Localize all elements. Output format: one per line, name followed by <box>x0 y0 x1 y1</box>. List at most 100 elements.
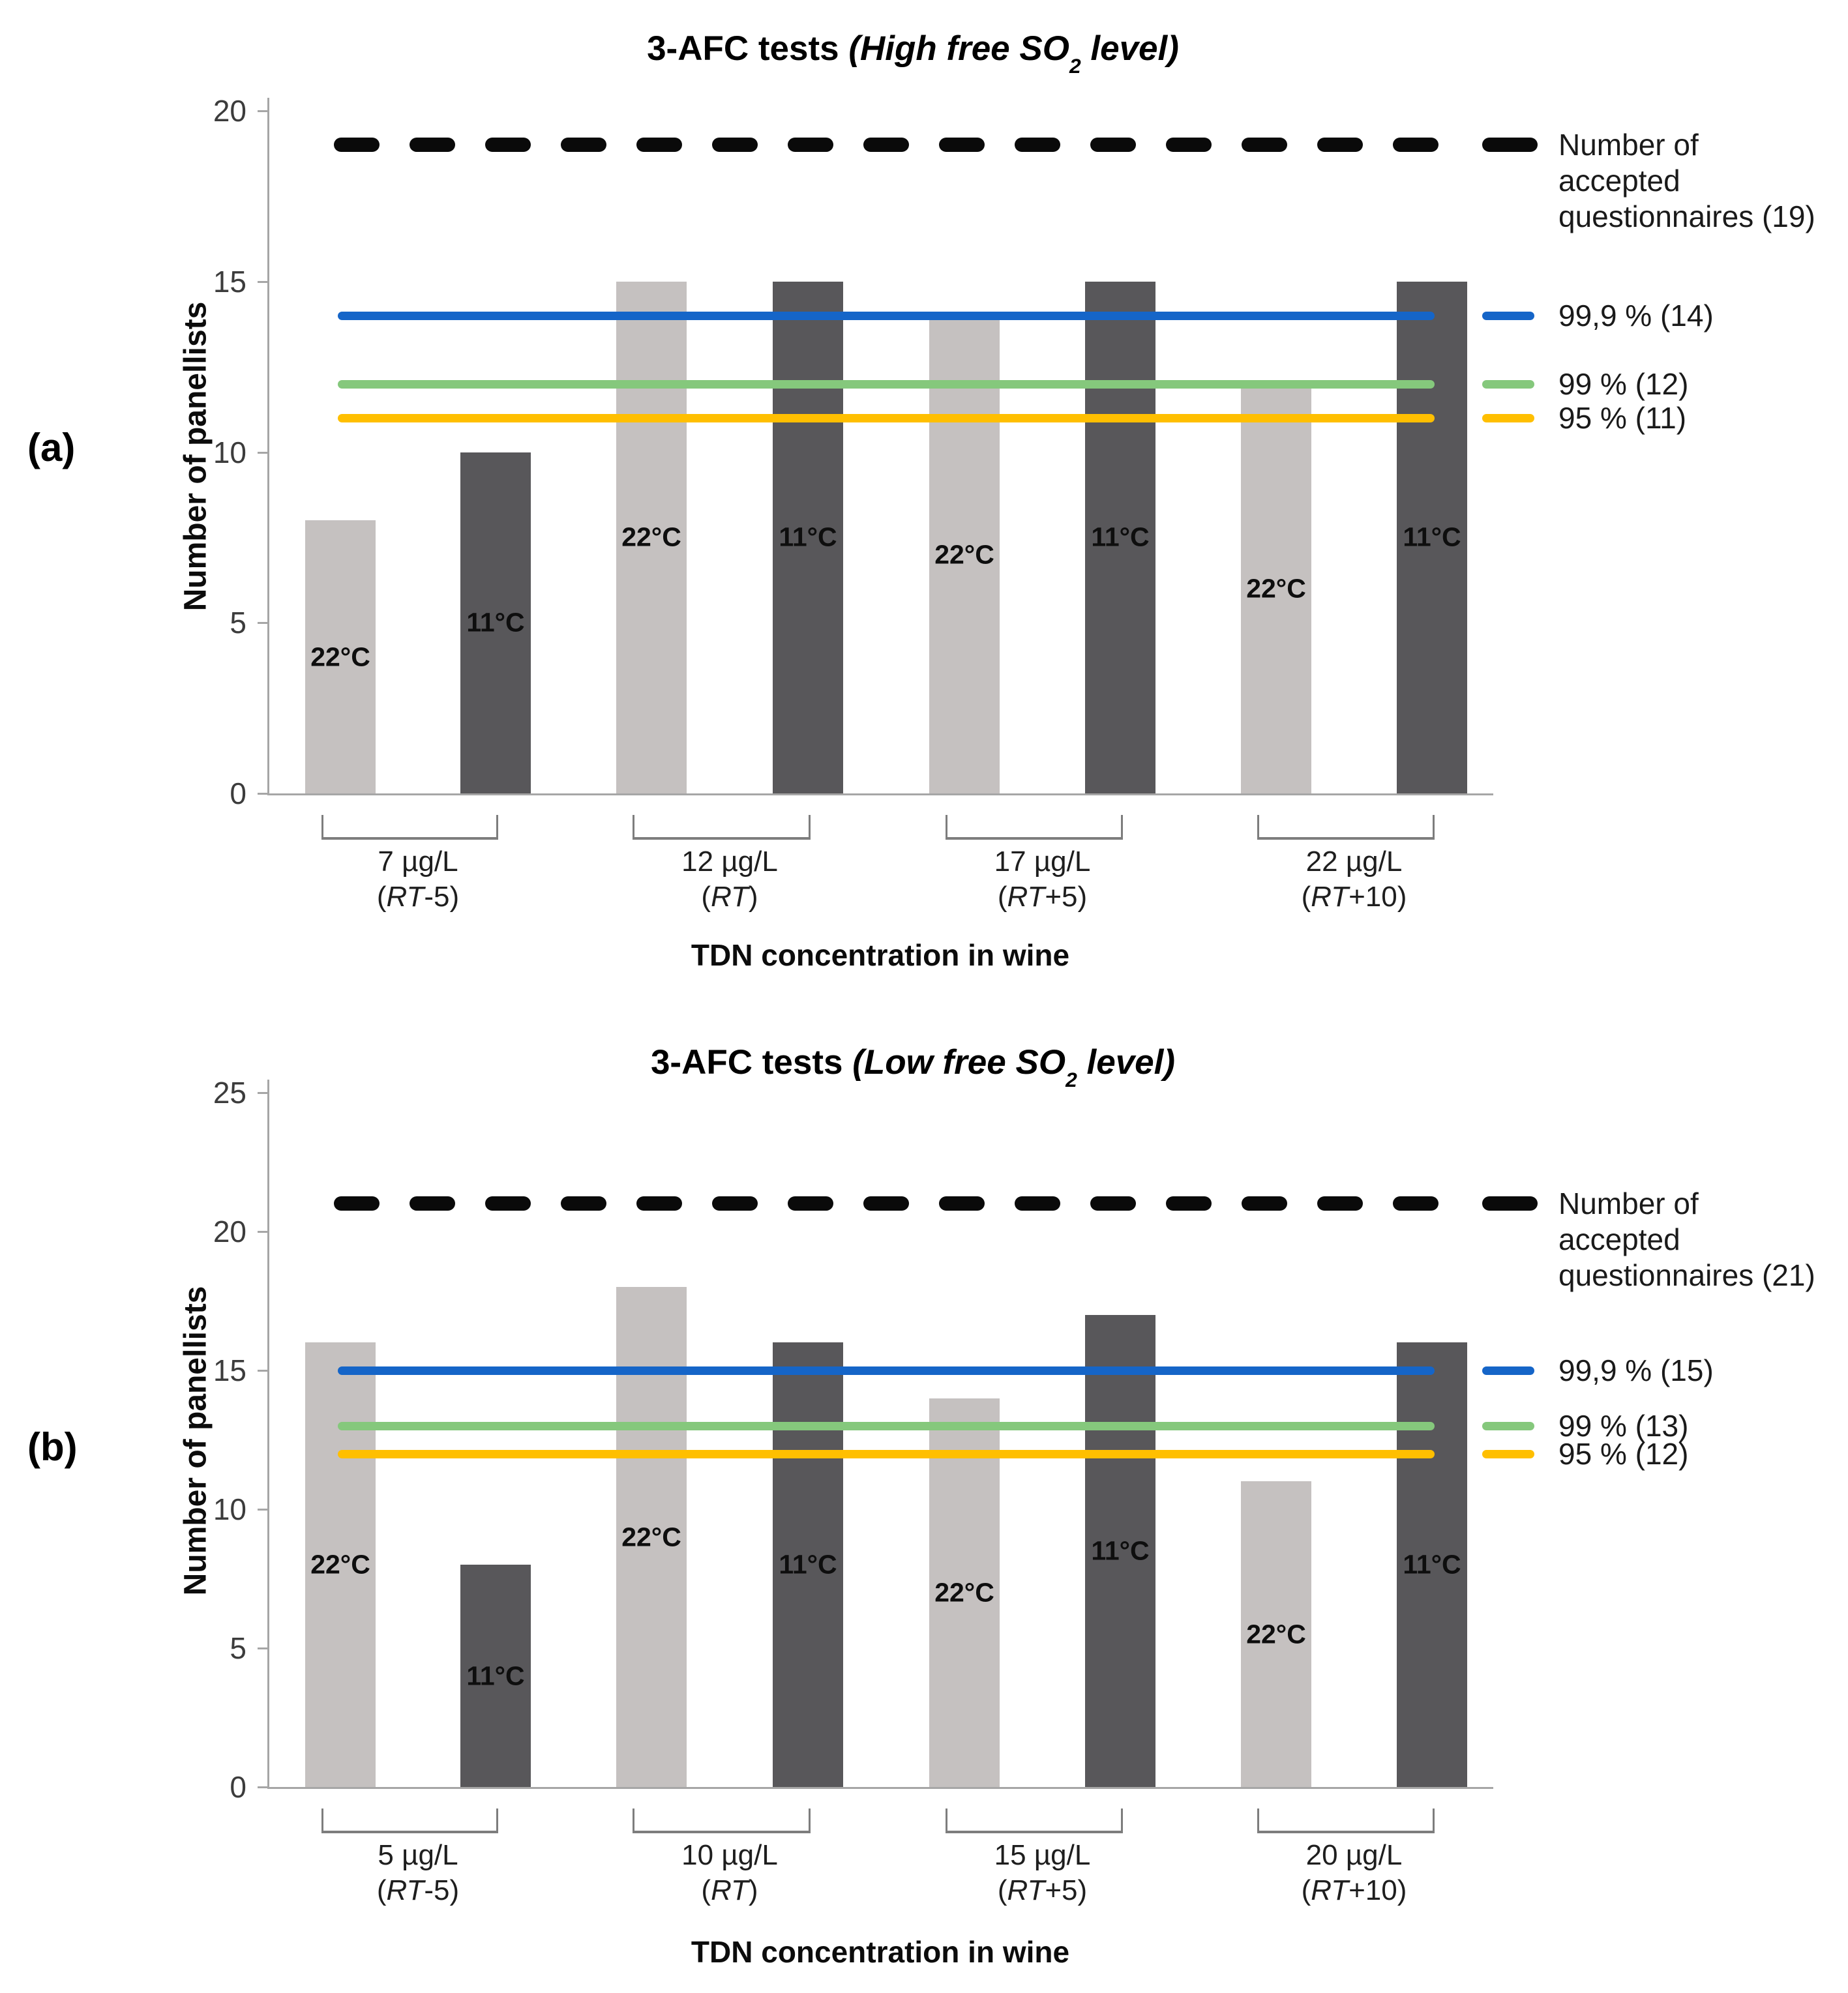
group-bracket <box>321 815 498 840</box>
legend: Number of accepted questionnaires (19) 99,9… <box>1482 128 1815 436</box>
bar-11c-group4 <box>1397 281 1467 793</box>
group-concentration-label: 17 µg/L <box>994 846 1091 878</box>
bar-temperature-label: 22°C <box>310 1549 370 1580</box>
y-tick-label: 5 <box>230 606 246 640</box>
accepted-questionnaires-dash <box>1090 1196 1136 1211</box>
accepted-questionnaires-dash <box>1166 138 1212 153</box>
significance-line <box>338 1366 1435 1375</box>
accepted-questionnaires-dash <box>334 138 380 153</box>
panel-a-title: 3-AFC tests (High free SO2 level) <box>0 29 1826 76</box>
bar-11c-group1 <box>460 452 531 793</box>
accepted-questionnaires-dash <box>712 138 758 153</box>
bar-temperature-label: 22°C <box>1246 1619 1306 1649</box>
bar-temperature-label: 22°C <box>310 642 370 672</box>
accepted-questionnaires-dash <box>410 138 455 153</box>
legend-label-significance: 99 % (12) <box>1558 366 1689 401</box>
bar-22c-group1 <box>305 1342 376 1787</box>
y-axis-line <box>267 1080 269 1787</box>
bar-22c-group4 <box>1241 1481 1311 1787</box>
legend-label-significance: 99 % (13) <box>1558 1409 1689 1443</box>
legend-key-significance-line <box>1482 1366 1534 1375</box>
x-axis-title: TDN concentration in wine <box>691 1935 1070 1969</box>
legend-key-dashed-line <box>1482 138 1538 153</box>
bar-temperature-label: 11°C <box>1091 522 1150 552</box>
y-tick-label: 20 <box>213 94 246 128</box>
panel-a-corner-label: (a) <box>27 426 76 469</box>
legend-label-significance: 95 % (12) <box>1558 1436 1689 1471</box>
bar-22c-group3 <box>929 316 1000 793</box>
title-subscript: 2 <box>1069 54 1081 78</box>
accepted-questionnaires-dash <box>1015 1196 1060 1211</box>
legend-key-significance-line <box>1482 379 1534 389</box>
title-italic-end: level) <box>1080 29 1179 68</box>
group-bracket <box>1257 1808 1435 1833</box>
bar-11c-group4 <box>1397 1342 1467 1787</box>
accepted-questionnaires-dash <box>863 138 909 153</box>
accepted-questionnaires-dash <box>939 138 985 153</box>
accepted-questionnaires-dash <box>1242 138 1287 153</box>
accepted-questionnaires-dash <box>485 1196 531 1211</box>
accepted-questionnaires-dash <box>1317 138 1363 153</box>
y-tick-label: 25 <box>213 1076 246 1110</box>
title-subscript: 2 <box>1066 1068 1077 1092</box>
y-axis-line <box>267 98 269 793</box>
bar-temperature-label: 11°C <box>466 607 525 638</box>
y-tick-mark <box>258 1647 267 1649</box>
bar-temperature-label: 11°C <box>1403 522 1461 552</box>
accepted-questionnaires-dash <box>1242 1196 1287 1211</box>
bar-22c-group1 <box>305 520 376 793</box>
accepted-questionnaires-dash <box>863 1196 909 1211</box>
y-tick-mark <box>258 793 267 795</box>
y-tick-label: 15 <box>213 1353 246 1387</box>
group-concentration-label: 7 µg/L <box>378 846 458 878</box>
legend-label-significance: 99,9 % (15) <box>1558 1353 1714 1387</box>
legend-label-accepted-questionnaires: Number of <box>1558 128 1699 162</box>
bar-11c-group3 <box>1085 1314 1155 1787</box>
accepted-questionnaires-dash <box>1015 138 1060 153</box>
significance-line <box>338 312 1435 321</box>
y-tick-label: 0 <box>230 776 246 810</box>
group-rt-label: (RT+10) <box>1301 881 1407 913</box>
group-concentration-label: 12 µg/L <box>681 846 778 878</box>
group-concentration-label: 10 µg/L <box>681 1839 778 1871</box>
bar-temperature-label: 11°C <box>1403 1549 1461 1580</box>
plot-area: 0 5 10 15 20 25 22°C 22°C 22°C 22°C 11°C 11°C 11°C 11… <box>0 1014 1848 1993</box>
group-concentration-label: 22 µg/L <box>1305 846 1403 878</box>
accepted-questionnaires-dash <box>1166 1196 1212 1211</box>
group-rt-label: (RT+5) <box>997 1874 1088 1906</box>
legend-label-accepted-questionnaires: accepted <box>1558 1222 1680 1257</box>
y-tick-label: 20 <box>213 1215 246 1248</box>
title-italic: (Low free SO <box>852 1043 1066 1082</box>
y-tick-mark <box>258 280 267 283</box>
legend-key-significance-line <box>1482 1449 1534 1458</box>
group-rt-label: (RT-5) <box>376 1874 460 1906</box>
bar-11c-group2 <box>773 281 843 793</box>
accepted-questionnaires-dash <box>334 1196 380 1211</box>
significance-line <box>338 1449 1435 1458</box>
legend-label-accepted-questionnaires: accepted <box>1558 164 1680 198</box>
group-bracket <box>1257 815 1435 840</box>
panel-b-title: 3-AFC tests (Low free SO2 level) <box>0 1042 1826 1090</box>
bar-11c-group1 <box>460 1565 531 1787</box>
bar-11c-group3 <box>1085 281 1155 793</box>
accepted-questionnaires-dash <box>636 138 682 153</box>
accepted-questionnaires-dash <box>1090 138 1136 153</box>
title-italic-end: level) <box>1077 1043 1176 1082</box>
legend-label-significance: 95 % (11) <box>1558 401 1687 436</box>
legend-key-significance-line <box>1482 414 1534 423</box>
legend-label-significance: 99,9 % (14) <box>1558 299 1714 333</box>
x-axis-line <box>267 793 1493 795</box>
group-rt-label: (RT+5) <box>997 881 1088 913</box>
y-tick-mark <box>258 1092 267 1094</box>
panel-b-corner-label: (b) <box>27 1425 78 1469</box>
bar-temperature-label: 22°C <box>1246 573 1306 604</box>
group-bracket <box>321 1808 498 1833</box>
legend-label-accepted-questionnaires: Number of <box>1558 1187 1699 1221</box>
title-italic: (High free SO <box>848 29 1069 68</box>
group-concentration-label: 15 µg/L <box>994 1839 1091 1871</box>
significance-line <box>338 379 1435 389</box>
bar-temperature-label: 11°C <box>779 522 837 552</box>
title-prefix: 3-AFC tests <box>650 1043 853 1082</box>
group-rt-label: (RT) <box>701 881 758 913</box>
bar-temperature-label: 22°C <box>934 1577 994 1608</box>
